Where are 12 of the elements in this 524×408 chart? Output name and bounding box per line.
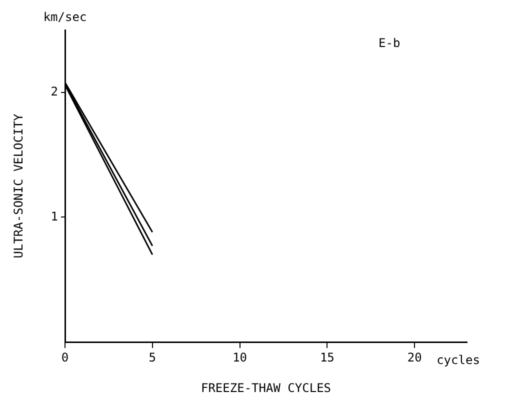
x-tick-label: 0 (61, 350, 69, 364)
y-axis-title: ULTRA-SONIC VELOCITY (11, 112, 26, 258)
y-tick-label: 1 (50, 209, 58, 224)
x-tick-label: 5 (148, 350, 156, 364)
x-tick-label: 10 (232, 350, 248, 364)
y-tick-label: 2 (50, 84, 58, 99)
text: cycles (436, 353, 480, 368)
x-tick-label: 20 (407, 350, 422, 364)
annotation: E-b (378, 36, 400, 50)
x-axis-title: FREEZE-THAW CYCLES (200, 380, 332, 395)
x-tick-label: 15 (320, 350, 334, 364)
text: km/sec (43, 10, 87, 24)
